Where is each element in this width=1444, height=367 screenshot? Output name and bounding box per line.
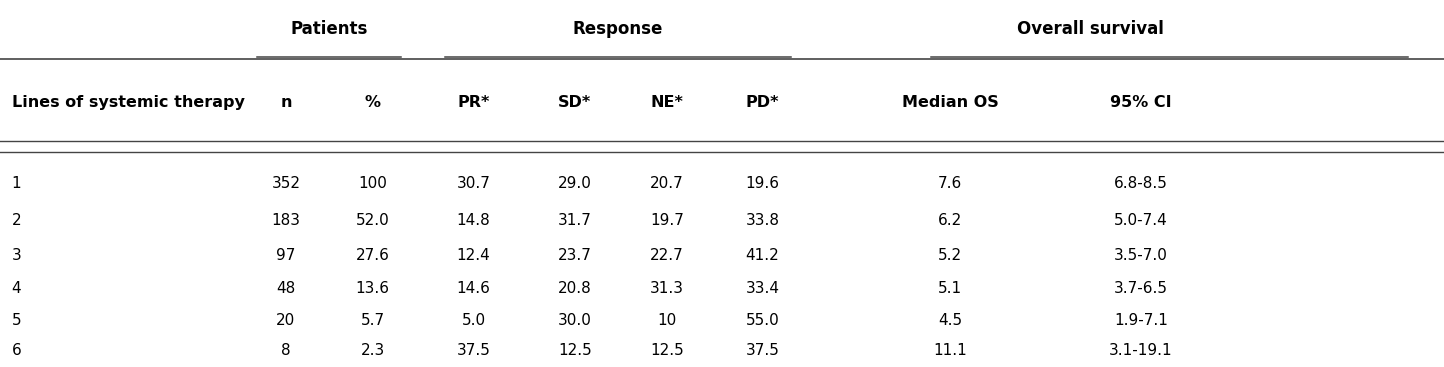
Text: 31.3: 31.3 bbox=[650, 281, 684, 295]
Text: 20: 20 bbox=[276, 313, 296, 328]
Text: 11.1: 11.1 bbox=[933, 343, 967, 358]
Text: 31.7: 31.7 bbox=[557, 213, 592, 228]
Text: 20.8: 20.8 bbox=[557, 281, 592, 295]
Text: 33.4: 33.4 bbox=[745, 281, 780, 295]
Text: 33.8: 33.8 bbox=[745, 213, 780, 228]
Text: 1: 1 bbox=[12, 176, 22, 191]
Text: Patients: Patients bbox=[290, 20, 368, 39]
Text: Median OS: Median OS bbox=[901, 95, 999, 110]
Text: 5.7: 5.7 bbox=[361, 313, 384, 328]
Text: 30.7: 30.7 bbox=[456, 176, 491, 191]
Text: 19.6: 19.6 bbox=[745, 176, 780, 191]
Text: 13.6: 13.6 bbox=[355, 281, 390, 295]
Text: 12.5: 12.5 bbox=[650, 343, 684, 358]
Text: 14.6: 14.6 bbox=[456, 281, 491, 295]
Text: 5.0-7.4: 5.0-7.4 bbox=[1113, 213, 1168, 228]
Text: 55.0: 55.0 bbox=[745, 313, 780, 328]
Text: 3.1-19.1: 3.1-19.1 bbox=[1109, 343, 1173, 358]
Text: 97: 97 bbox=[276, 248, 296, 262]
Text: 5.0: 5.0 bbox=[462, 313, 485, 328]
Text: 8: 8 bbox=[282, 343, 290, 358]
Text: n: n bbox=[280, 95, 292, 110]
Text: 37.5: 37.5 bbox=[456, 343, 491, 358]
Text: %: % bbox=[364, 95, 381, 110]
Text: 2.3: 2.3 bbox=[361, 343, 384, 358]
Text: 6: 6 bbox=[12, 343, 22, 358]
Text: 6.8-8.5: 6.8-8.5 bbox=[1113, 176, 1168, 191]
Text: 27.6: 27.6 bbox=[355, 248, 390, 262]
Text: 41.2: 41.2 bbox=[745, 248, 780, 262]
Text: 3.5-7.0: 3.5-7.0 bbox=[1113, 248, 1168, 262]
Text: 37.5: 37.5 bbox=[745, 343, 780, 358]
Text: 100: 100 bbox=[358, 176, 387, 191]
Text: 19.7: 19.7 bbox=[650, 213, 684, 228]
Text: NE*: NE* bbox=[651, 95, 683, 110]
Text: 10: 10 bbox=[657, 313, 677, 328]
Text: PD*: PD* bbox=[745, 95, 780, 110]
Text: 5.2: 5.2 bbox=[939, 248, 962, 262]
Text: 12.4: 12.4 bbox=[456, 248, 491, 262]
Text: 20.7: 20.7 bbox=[650, 176, 684, 191]
Text: 3: 3 bbox=[12, 248, 22, 262]
Text: 3.7-6.5: 3.7-6.5 bbox=[1113, 281, 1168, 295]
Text: 95% CI: 95% CI bbox=[1110, 95, 1171, 110]
Text: 14.8: 14.8 bbox=[456, 213, 491, 228]
Text: 352: 352 bbox=[271, 176, 300, 191]
Text: 4: 4 bbox=[12, 281, 22, 295]
Text: 2: 2 bbox=[12, 213, 22, 228]
Text: 23.7: 23.7 bbox=[557, 248, 592, 262]
Text: Overall survival: Overall survival bbox=[1017, 20, 1164, 39]
Text: 12.5: 12.5 bbox=[557, 343, 592, 358]
Text: 7.6: 7.6 bbox=[939, 176, 962, 191]
Text: 22.7: 22.7 bbox=[650, 248, 684, 262]
Text: Lines of systemic therapy: Lines of systemic therapy bbox=[12, 95, 244, 110]
Text: 6.2: 6.2 bbox=[939, 213, 962, 228]
Text: SD*: SD* bbox=[557, 95, 592, 110]
Text: 1.9-7.1: 1.9-7.1 bbox=[1113, 313, 1168, 328]
Text: 29.0: 29.0 bbox=[557, 176, 592, 191]
Text: 5.1: 5.1 bbox=[939, 281, 962, 295]
Text: 5: 5 bbox=[12, 313, 22, 328]
Text: PR*: PR* bbox=[458, 95, 490, 110]
Text: Response: Response bbox=[573, 20, 663, 39]
Text: 52.0: 52.0 bbox=[355, 213, 390, 228]
Text: 183: 183 bbox=[271, 213, 300, 228]
Text: 30.0: 30.0 bbox=[557, 313, 592, 328]
Text: 48: 48 bbox=[276, 281, 296, 295]
Text: 4.5: 4.5 bbox=[939, 313, 962, 328]
